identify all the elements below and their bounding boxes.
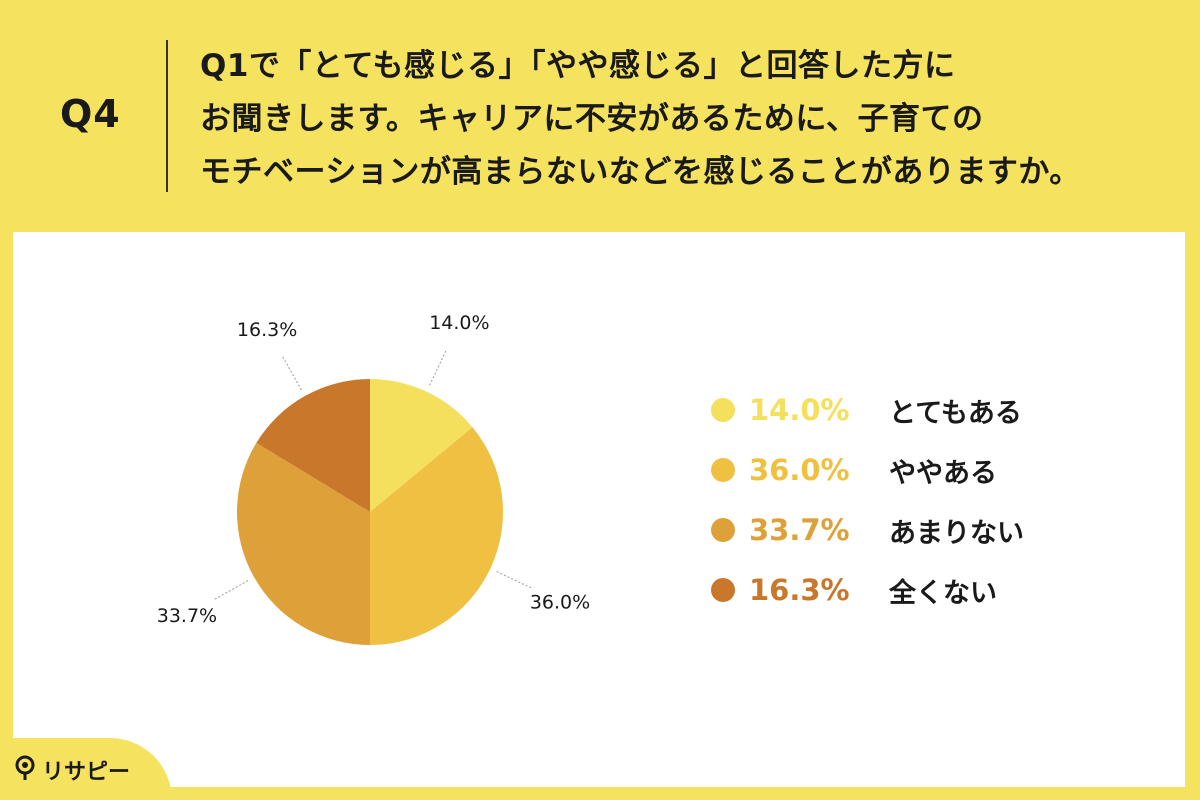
legend-dot <box>711 398 735 422</box>
pie-slice <box>236 442 370 645</box>
legend-percent: 16.3% <box>749 573 850 607</box>
legend-percent: 14.0% <box>749 393 850 427</box>
legend-item: 33.7% あまりない <box>711 500 1024 560</box>
legend-label: ややある <box>889 457 997 489</box>
legend-label: 全くない <box>889 577 997 609</box>
legend-item: 36.0% ややある <box>711 440 1024 500</box>
pie-slice <box>370 379 473 512</box>
header-divider <box>166 40 168 192</box>
legend: 14.0% とてもある 36.0% ややある 33.7% あまりない 16.3%… <box>711 380 1024 620</box>
data-label: 36.0% <box>530 591 590 613</box>
legend-percent: 36.0% <box>749 453 850 487</box>
pie-slice <box>256 379 370 512</box>
legend-percent: 33.7% <box>749 513 850 547</box>
logo-tab <box>0 738 172 800</box>
data-label: 33.7% <box>157 605 217 627</box>
pie-chart: 14.0% 36.0% 33.7% 16.3% <box>157 312 590 645</box>
legend-label: あまりない <box>889 517 1024 549</box>
legend-label: とてもある <box>889 397 1022 429</box>
pie-slice <box>370 427 503 645</box>
legend-item: 16.3% 全くない <box>711 560 1024 620</box>
leader-line <box>214 580 249 600</box>
chart-panel: 14.0% 36.0% 33.7% 16.3% 14.0% とてもある 36.0% や… <box>13 232 1185 787</box>
question-text: Q1で「とても感じる」「やや感じる」と回答した方に お聞きします。キャリアに不安… <box>200 48 1081 190</box>
header: Q4 Q1で「とても感じる」「やや感じる」と回答した方に お聞きします。キャリア… <box>0 0 1200 232</box>
leader-line <box>496 571 532 589</box>
leader-line <box>282 356 302 391</box>
legend-dot <box>711 518 735 542</box>
data-label: 16.3% <box>237 319 297 341</box>
question-number: Q4 <box>60 92 121 136</box>
brand-logo[interactable]: リサピー <box>14 754 130 786</box>
leader-line <box>429 350 447 386</box>
brand-name: リサピー <box>42 760 131 785</box>
location-pin-icon <box>14 754 38 786</box>
data-label: 14.0% <box>429 312 489 334</box>
legend-item: 14.0% とてもある <box>711 380 1024 440</box>
legend-dot <box>711 578 735 602</box>
legend-dot <box>711 458 735 482</box>
